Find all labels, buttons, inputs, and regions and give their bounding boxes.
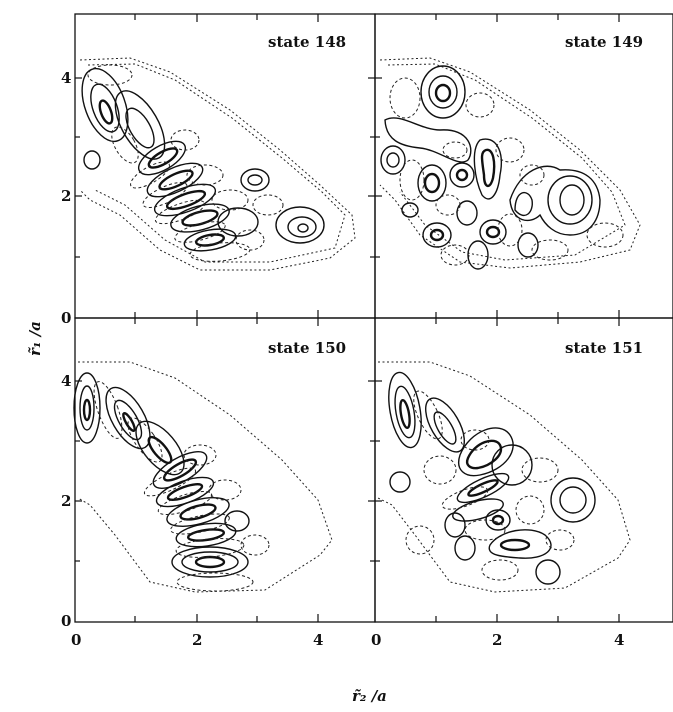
x-tick-left-0: 0 (71, 631, 81, 649)
y-tick-bottom-0: 0 (61, 612, 71, 630)
contours-151 (377, 361, 631, 593)
x-tick-left-4: 4 (313, 631, 323, 649)
x-axis-label: r̃₂ /a (352, 687, 387, 705)
y-tick-top-0: 0 (61, 309, 71, 327)
panel-label-149: state 149 (565, 33, 643, 51)
panel-label-148: state 148 (268, 33, 346, 51)
y-tick-bottom-4: 4 (61, 372, 71, 390)
x-tick-right-2: 2 (492, 631, 502, 649)
x-tick-right-0: 0 (371, 631, 381, 649)
y-axis-label: r̃₁ /a (26, 321, 44, 356)
panel-label-151: state 151 (565, 339, 643, 357)
y-tick-top-4: 4 (61, 69, 71, 87)
y-tick-top-2: 2 (61, 187, 71, 205)
contours-149 (379, 57, 641, 270)
panel-frame-149 (374, 13, 673, 319)
y-tick-bottom-2: 2 (61, 492, 71, 510)
x-tick-left-2: 2 (192, 631, 202, 649)
panel-frame-151 (374, 317, 673, 623)
contours-148 (79, 57, 356, 271)
panel-label-150: state 150 (268, 339, 346, 357)
contours-150 (73, 361, 333, 593)
tick-marks (75, 14, 620, 622)
x-tick-right-4: 4 (614, 631, 624, 649)
panel-frame-148 (74, 13, 376, 319)
